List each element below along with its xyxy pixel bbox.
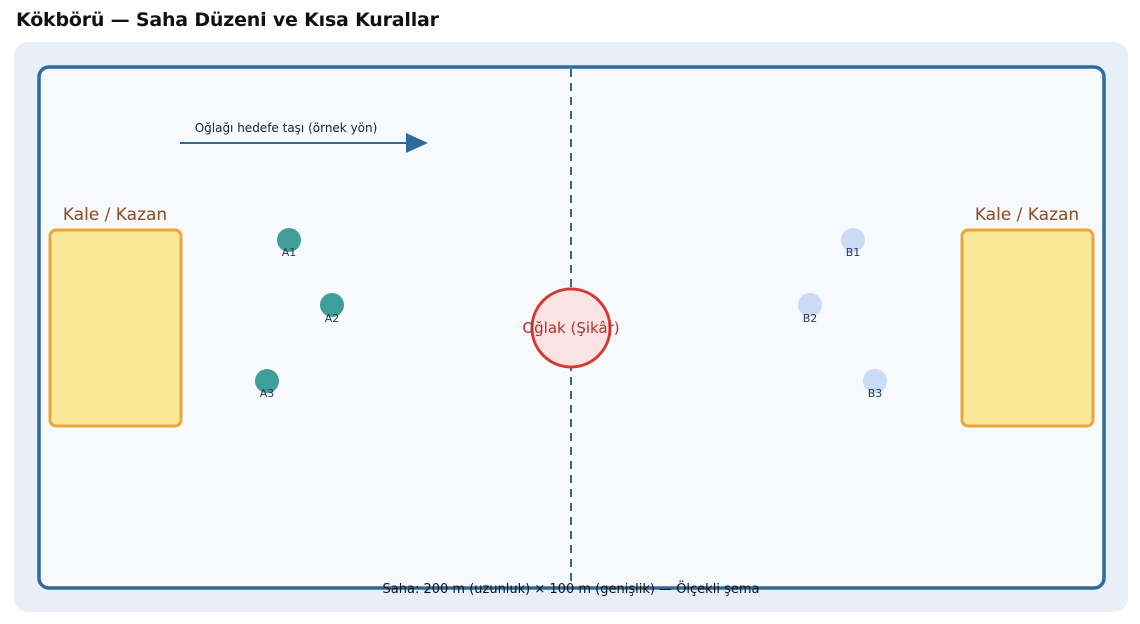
goal-right [960, 228, 1095, 428]
player-b3: B3 [863, 369, 887, 400]
player-label: A2 [325, 312, 340, 325]
player-a2: A2 [320, 293, 344, 325]
center-circle [530, 287, 612, 369]
player-label: B1 [846, 246, 861, 259]
page-title: Kökbörü — Saha Düzeni ve Kısa Kurallar [16, 9, 439, 31]
center-label: Oğlak (Şikâr) [522, 319, 619, 337]
field-caption: Saha: 200 m (uzunluk) × 100 m (genişlik)… [383, 580, 760, 597]
player-a1: A1 [277, 228, 301, 259]
player-label: B3 [868, 387, 883, 400]
player-a3: A3 [255, 369, 279, 400]
player-label: A1 [282, 246, 297, 259]
goal-left [48, 228, 183, 428]
player-label: B2 [803, 312, 818, 325]
goal-right-label: Kale / Kazan [975, 205, 1079, 225]
direction-arrow [180, 133, 428, 153]
goal-left-label: Kale / Kazan [63, 205, 167, 225]
direction-label: Oğlağı hedefe taşı (örnek yön) [195, 121, 378, 135]
player-b1: B1 [841, 228, 865, 259]
player-b2: B2 [798, 293, 822, 325]
player-label: A3 [260, 387, 275, 400]
